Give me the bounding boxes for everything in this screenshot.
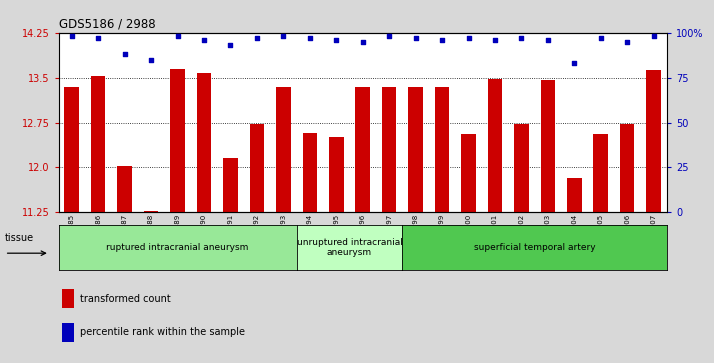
Bar: [435, 87, 449, 212]
Bar: [144, 211, 159, 212]
Point: [621, 39, 633, 45]
Bar: [91, 76, 106, 212]
Bar: [61, 289, 74, 308]
Bar: [593, 135, 608, 212]
Point: [66, 33, 78, 39]
Point: [568, 60, 580, 66]
Bar: [171, 69, 185, 212]
Bar: [61, 323, 74, 342]
Bar: [250, 124, 264, 212]
Point: [146, 57, 157, 62]
Point: [542, 37, 553, 43]
Text: unruptured intracranial
aneurysm: unruptured intracranial aneurysm: [296, 238, 403, 257]
Bar: [223, 159, 238, 212]
Bar: [488, 79, 502, 212]
Bar: [197, 73, 211, 212]
Bar: [540, 80, 555, 212]
Bar: [514, 124, 528, 212]
Point: [304, 35, 316, 41]
Point: [331, 37, 342, 43]
Text: GDS5186 / 2988: GDS5186 / 2988: [59, 17, 155, 30]
Point: [225, 42, 236, 48]
Bar: [567, 178, 582, 212]
Point: [93, 35, 104, 41]
Bar: [117, 166, 132, 212]
Point: [278, 33, 289, 39]
Bar: [64, 87, 79, 212]
Bar: [646, 70, 661, 212]
Bar: [408, 87, 423, 212]
Point: [489, 37, 501, 43]
Point: [172, 33, 183, 39]
Point: [198, 37, 210, 43]
Bar: [382, 87, 396, 212]
Text: ruptured intracranial aneurysm: ruptured intracranial aneurysm: [106, 243, 248, 252]
Text: percentile rank within the sample: percentile rank within the sample: [80, 327, 245, 337]
Text: transformed count: transformed count: [80, 294, 171, 305]
Point: [357, 39, 368, 45]
Bar: [620, 124, 635, 212]
Bar: [356, 87, 370, 212]
Point: [595, 35, 606, 41]
Bar: [461, 135, 476, 212]
Text: superficial temporal artery: superficial temporal artery: [474, 243, 595, 252]
Point: [648, 33, 659, 39]
Point: [463, 35, 474, 41]
Text: tissue: tissue: [5, 233, 34, 243]
Point: [251, 35, 263, 41]
Bar: [329, 138, 343, 212]
Point: [383, 33, 395, 39]
Bar: [276, 87, 291, 212]
Bar: [303, 133, 317, 212]
Point: [516, 35, 527, 41]
Point: [436, 37, 448, 43]
Point: [410, 35, 421, 41]
Point: [119, 51, 131, 57]
